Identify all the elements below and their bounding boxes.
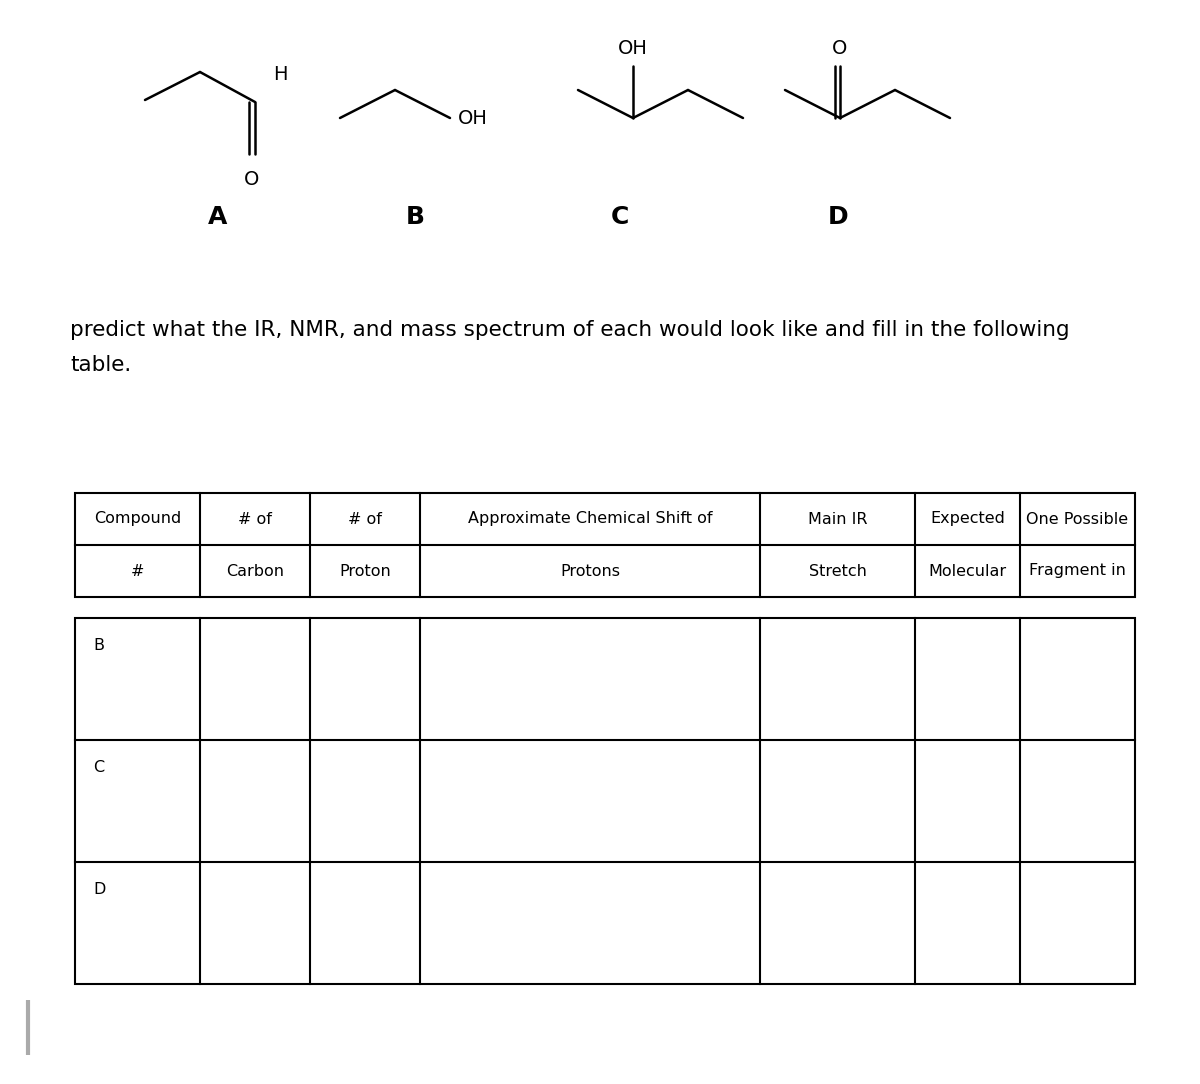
Text: #: # [131, 564, 144, 579]
Text: B: B [406, 205, 425, 229]
Text: Compound: Compound [94, 512, 181, 527]
Text: O: O [833, 39, 847, 59]
Text: Stretch: Stretch [809, 564, 866, 579]
Text: OH: OH [618, 39, 648, 59]
Text: # of: # of [238, 512, 272, 527]
Text: OH: OH [458, 108, 488, 128]
Text: Main IR: Main IR [808, 512, 868, 527]
Text: D: D [94, 882, 106, 896]
Text: Approximate Chemical Shift of: Approximate Chemical Shift of [468, 512, 713, 527]
Text: D: D [828, 205, 848, 229]
Text: # of: # of [348, 512, 382, 527]
Text: B: B [94, 638, 104, 653]
Text: C: C [94, 760, 104, 775]
Text: Expected: Expected [930, 512, 1004, 527]
Text: One Possible: One Possible [1026, 512, 1128, 527]
Text: Molecular: Molecular [929, 564, 1007, 579]
Text: Carbon: Carbon [226, 564, 284, 579]
Text: H: H [274, 65, 288, 83]
Text: Fragment in: Fragment in [1030, 564, 1126, 579]
Text: Proton: Proton [340, 564, 391, 579]
Text: predict what the IR, NMR, and mass spectrum of each would look like and fill in : predict what the IR, NMR, and mass spect… [70, 320, 1069, 340]
Bar [74, 493, 1135, 597]
Text: A: A [209, 205, 228, 229]
Text: O: O [245, 170, 259, 189]
Bar [74, 618, 1135, 984]
Text: C: C [611, 205, 629, 229]
Text: Protons: Protons [560, 564, 620, 579]
Text: table.: table. [70, 354, 131, 375]
